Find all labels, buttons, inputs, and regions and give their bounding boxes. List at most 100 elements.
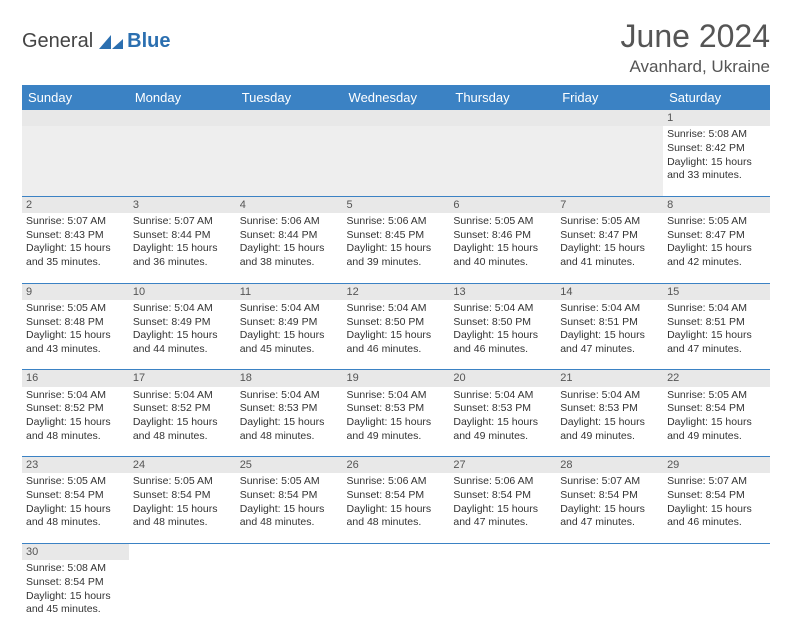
day-cell <box>129 126 236 196</box>
daylight-line: Daylight: 15 hoursand 45 minutes. <box>240 329 339 356</box>
sunset-line: Sunset: 8:51 PM <box>560 316 659 330</box>
daynum-cell: 3 <box>129 196 236 213</box>
location-label: Avanhard, Ukraine <box>621 57 770 77</box>
daylight-line: Daylight: 15 hoursand 39 minutes. <box>347 242 446 269</box>
daylight-line: Daylight: 15 hoursand 48 minutes. <box>26 503 125 530</box>
day-cell <box>556 126 663 196</box>
day-cell: Sunrise: 5:06 AMSunset: 8:54 PMDaylight:… <box>449 473 556 543</box>
day-cell: Sunrise: 5:04 AMSunset: 8:52 PMDaylight:… <box>22 387 129 457</box>
daynum-cell: 30 <box>22 543 129 560</box>
daylight-line: Daylight: 15 hoursand 47 minutes. <box>560 503 659 530</box>
sunset-line: Sunset: 8:53 PM <box>560 402 659 416</box>
sunrise-line: Sunrise: 5:04 AM <box>347 389 446 403</box>
sunrise-line: Sunrise: 5:05 AM <box>133 475 232 489</box>
sunset-line: Sunset: 8:46 PM <box>453 229 552 243</box>
weekday-header: Friday <box>556 85 663 110</box>
daylight-line: Daylight: 15 hoursand 33 minutes. <box>667 156 766 183</box>
daylight-line: Daylight: 15 hoursand 48 minutes. <box>26 416 125 443</box>
daylight-line: Daylight: 15 hoursand 42 minutes. <box>667 242 766 269</box>
sunrise-line: Sunrise: 5:04 AM <box>453 389 552 403</box>
daylight-line: Daylight: 15 hoursand 48 minutes. <box>133 416 232 443</box>
sunset-line: Sunset: 8:54 PM <box>240 489 339 503</box>
daynum-cell: 13 <box>449 283 556 300</box>
daynum-band-row: 9101112131415 <box>22 283 770 300</box>
daynum-band-row: 1 <box>22 110 770 126</box>
sunset-line: Sunset: 8:49 PM <box>240 316 339 330</box>
sunset-line: Sunset: 8:54 PM <box>667 489 766 503</box>
daynum-cell: 5 <box>343 196 450 213</box>
daynum-cell: 4 <box>236 196 343 213</box>
weekday-header: Monday <box>129 85 236 110</box>
sunrise-line: Sunrise: 5:05 AM <box>667 215 766 229</box>
sunset-line: Sunset: 8:54 PM <box>667 402 766 416</box>
calendar-row: Sunrise: 5:08 AMSunset: 8:54 PMDaylight:… <box>22 560 770 630</box>
day-cell: Sunrise: 5:06 AMSunset: 8:54 PMDaylight:… <box>343 473 450 543</box>
day-cell <box>343 560 450 630</box>
daylight-line: Daylight: 15 hoursand 47 minutes. <box>453 503 552 530</box>
daynum-cell: 9 <box>22 283 129 300</box>
sunset-line: Sunset: 8:52 PM <box>26 402 125 416</box>
daynum-band-row: 16171819202122 <box>22 370 770 387</box>
daylight-line: Daylight: 15 hoursand 38 minutes. <box>240 242 339 269</box>
sunrise-line: Sunrise: 5:04 AM <box>453 302 552 316</box>
day-cell: Sunrise: 5:08 AMSunset: 8:54 PMDaylight:… <box>22 560 129 630</box>
daynum-cell <box>663 543 770 560</box>
day-cell <box>449 560 556 630</box>
calendar-table: SundayMondayTuesdayWednesdayThursdayFrid… <box>22 85 770 630</box>
daynum-cell: 1 <box>663 110 770 126</box>
daynum-band-row: 30 <box>22 543 770 560</box>
daylight-line: Daylight: 15 hoursand 47 minutes. <box>667 329 766 356</box>
sunrise-line: Sunrise: 5:04 AM <box>347 302 446 316</box>
weekday-header: Tuesday <box>236 85 343 110</box>
sunrise-line: Sunrise: 5:04 AM <box>240 302 339 316</box>
daylight-line: Daylight: 15 hoursand 48 minutes. <box>133 503 232 530</box>
day-cell: Sunrise: 5:06 AMSunset: 8:44 PMDaylight:… <box>236 213 343 283</box>
daynum-cell: 24 <box>129 457 236 474</box>
logo-text-a: General <box>22 30 93 53</box>
sunrise-line: Sunrise: 5:05 AM <box>453 215 552 229</box>
day-cell: Sunrise: 5:04 AMSunset: 8:51 PMDaylight:… <box>663 300 770 370</box>
day-cell: Sunrise: 5:04 AMSunset: 8:53 PMDaylight:… <box>236 387 343 457</box>
weekday-header: Thursday <box>449 85 556 110</box>
daynum-cell: 25 <box>236 457 343 474</box>
daynum-cell <box>556 543 663 560</box>
day-cell: Sunrise: 5:05 AMSunset: 8:54 PMDaylight:… <box>129 473 236 543</box>
daylight-line: Daylight: 15 hoursand 43 minutes. <box>26 329 125 356</box>
daynum-cell: 28 <box>556 457 663 474</box>
sunrise-line: Sunrise: 5:04 AM <box>26 389 125 403</box>
sunset-line: Sunset: 8:54 PM <box>133 489 232 503</box>
sunset-line: Sunset: 8:52 PM <box>133 402 232 416</box>
day-cell <box>22 126 129 196</box>
sunset-line: Sunset: 8:47 PM <box>667 229 766 243</box>
day-cell: Sunrise: 5:04 AMSunset: 8:50 PMDaylight:… <box>449 300 556 370</box>
daynum-band-row: 23242526272829 <box>22 457 770 474</box>
sunrise-line: Sunrise: 5:08 AM <box>26 562 125 576</box>
daynum-cell: 6 <box>449 196 556 213</box>
daynum-cell: 26 <box>343 457 450 474</box>
daynum-cell: 18 <box>236 370 343 387</box>
sunrise-line: Sunrise: 5:07 AM <box>133 215 232 229</box>
daynum-cell <box>129 110 236 126</box>
daynum-cell <box>22 110 129 126</box>
logo-text-b: Blue <box>127 30 170 53</box>
sunrise-line: Sunrise: 5:05 AM <box>240 475 339 489</box>
daynum-cell: 10 <box>129 283 236 300</box>
daynum-cell: 20 <box>449 370 556 387</box>
weekday-header: Sunday <box>22 85 129 110</box>
sunset-line: Sunset: 8:44 PM <box>133 229 232 243</box>
calendar-row: Sunrise: 5:05 AMSunset: 8:54 PMDaylight:… <box>22 473 770 543</box>
sunset-line: Sunset: 8:44 PM <box>240 229 339 243</box>
day-cell: Sunrise: 5:05 AMSunset: 8:46 PMDaylight:… <box>449 213 556 283</box>
sunrise-line: Sunrise: 5:04 AM <box>560 389 659 403</box>
daynum-cell: 8 <box>663 196 770 213</box>
daylight-line: Daylight: 15 hoursand 49 minutes. <box>453 416 552 443</box>
sunset-line: Sunset: 8:54 PM <box>26 489 125 503</box>
day-cell: Sunrise: 5:07 AMSunset: 8:54 PMDaylight:… <box>556 473 663 543</box>
weekday-header-row: SundayMondayTuesdayWednesdayThursdayFrid… <box>22 85 770 110</box>
daynum-band-row: 2345678 <box>22 196 770 213</box>
sunrise-line: Sunrise: 5:06 AM <box>240 215 339 229</box>
day-cell: Sunrise: 5:04 AMSunset: 8:53 PMDaylight:… <box>556 387 663 457</box>
day-cell: Sunrise: 5:08 AMSunset: 8:42 PMDaylight:… <box>663 126 770 196</box>
sunrise-line: Sunrise: 5:04 AM <box>240 389 339 403</box>
day-cell: Sunrise: 5:04 AMSunset: 8:52 PMDaylight:… <box>129 387 236 457</box>
